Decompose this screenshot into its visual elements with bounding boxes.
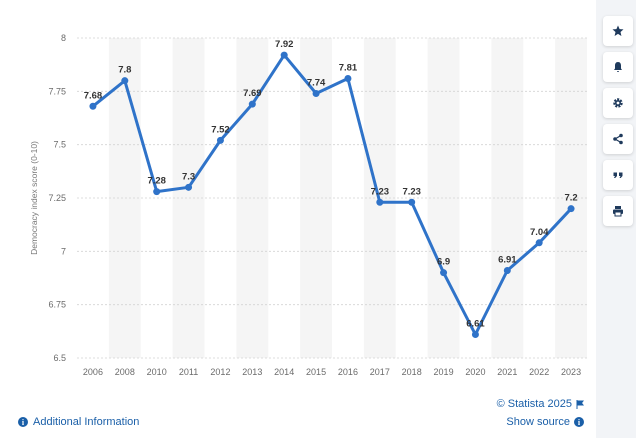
- x-tick-label: 2006: [83, 367, 103, 377]
- data-label: 7.23: [371, 186, 390, 197]
- x-tick-label: 2010: [147, 367, 167, 377]
- share-button[interactable]: [603, 124, 633, 154]
- cite-button[interactable]: [603, 160, 633, 190]
- data-point: [89, 102, 97, 110]
- info-icon: i: [574, 417, 584, 427]
- x-tick-label: 2018: [402, 367, 422, 377]
- print-button[interactable]: [603, 196, 633, 226]
- y-tick-label: 7.75: [48, 86, 66, 96]
- tool-sidebar: [603, 16, 633, 226]
- quote-icon: [613, 172, 623, 178]
- share-icon: [613, 133, 623, 145]
- show-source-link[interactable]: Show source i: [497, 416, 584, 428]
- data-point: [408, 198, 416, 206]
- x-tick-label: 2021: [497, 367, 517, 377]
- x-tick-label: 2015: [306, 367, 326, 377]
- data-point: [280, 51, 288, 59]
- gear-icon: [613, 98, 623, 108]
- settings-button[interactable]: [603, 88, 633, 118]
- data-point: [471, 331, 479, 339]
- footer-credits: © Statista 2025 Show source i: [497, 398, 584, 428]
- additional-information-label: Additional Information: [33, 416, 140, 428]
- data-point: [567, 205, 575, 213]
- y-tick-label: 6.75: [48, 300, 66, 310]
- data-label: 7.68: [84, 90, 103, 101]
- data-label: 6.9: [437, 257, 450, 268]
- data-point: [440, 269, 448, 277]
- data-label: 7.3: [182, 171, 195, 182]
- additional-information-link[interactable]: i Additional Information: [18, 416, 139, 428]
- data-label: 7.28: [147, 176, 166, 187]
- y-tick-label: 6.5: [53, 353, 66, 363]
- data-point: [312, 89, 320, 97]
- data-point: [121, 77, 129, 85]
- flag-icon: [576, 399, 584, 409]
- data-label: 7.69: [243, 88, 262, 99]
- y-axis-title: Democracy index score (0-10): [29, 141, 39, 255]
- data-point: [216, 136, 224, 144]
- chart-plot: 6.5 6.75 7 7.25 7.5 7.75 8 2006 2008 2010 2011 201…: [29, 33, 587, 377]
- data-label: 7.8: [118, 65, 131, 76]
- star-icon: [612, 25, 624, 36]
- data-label: 7.23: [402, 186, 421, 197]
- x-tick-label: 2017: [370, 367, 390, 377]
- x-tick-label: 2020: [465, 367, 485, 377]
- copyright-text: © Statista 2025: [496, 398, 572, 410]
- x-tick-label: 2022: [529, 367, 549, 377]
- data-label: 6.61: [466, 319, 485, 330]
- x-tick-label: 2013: [242, 367, 262, 377]
- x-tick-label: 2014: [274, 367, 294, 377]
- x-tick-label: 2012: [210, 367, 230, 377]
- data-point: [376, 198, 384, 206]
- x-tick-label: 2019: [434, 367, 454, 377]
- data-label: 7.74: [307, 77, 326, 88]
- x-tick-label: 2008: [115, 367, 135, 377]
- x-tick-label: 2016: [338, 367, 358, 377]
- statista-credit[interactable]: © Statista 2025: [497, 398, 584, 410]
- x-tick-label: 2023: [561, 367, 581, 377]
- favorite-button[interactable]: [603, 16, 633, 46]
- notification-button[interactable]: [603, 52, 633, 82]
- data-label: 7.81: [339, 63, 358, 74]
- info-icon: i: [18, 417, 28, 427]
- data-point: [185, 183, 193, 191]
- data-point: [248, 100, 256, 108]
- print-icon: [613, 206, 623, 217]
- data-point: [153, 188, 161, 196]
- y-tick-label: 7.25: [48, 193, 66, 203]
- data-label: 7.92: [275, 39, 294, 50]
- series-line: [91, 53, 573, 336]
- data-point: [344, 75, 352, 83]
- show-source-label: Show source: [506, 416, 570, 428]
- x-tick-label: 2011: [179, 367, 198, 377]
- data-label: 7.2: [564, 193, 577, 204]
- data-label: 7.04: [530, 227, 549, 238]
- data-label: 6.91: [498, 255, 517, 266]
- data-label: 7.52: [211, 124, 230, 135]
- bell-icon: [614, 62, 622, 72]
- y-tick-label: 7.5: [53, 140, 66, 150]
- data-point: [503, 267, 511, 275]
- y-tick-label: 7: [61, 246, 66, 256]
- y-tick-label: 8: [61, 33, 66, 43]
- chart-card: 6.5 6.75 7 7.25 7.5 7.75 8 2006 2008 2010 2011 201…: [0, 0, 596, 438]
- data-point: [535, 239, 543, 247]
